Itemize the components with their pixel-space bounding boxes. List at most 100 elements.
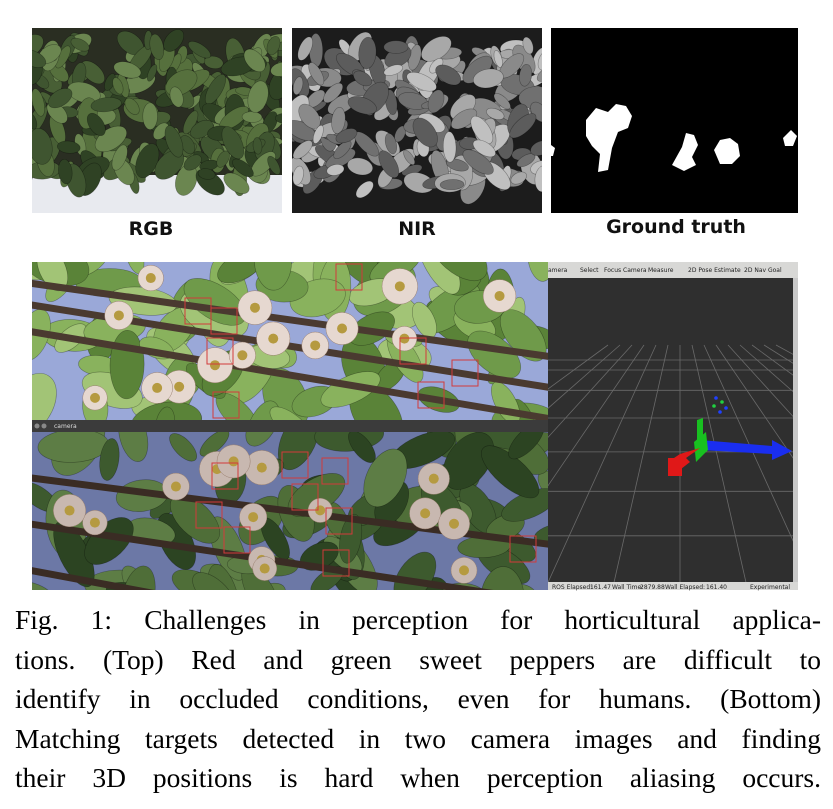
detection-box <box>212 391 240 419</box>
leaf <box>403 149 416 166</box>
leaf <box>192 572 235 590</box>
leaf <box>99 438 120 481</box>
leaf <box>439 179 465 191</box>
leaf <box>32 580 56 590</box>
flower-center <box>337 323 348 334</box>
leaf <box>508 432 545 460</box>
leaf <box>32 49 47 68</box>
detection-box <box>195 501 223 529</box>
grid-line <box>548 344 645 487</box>
leaf <box>267 155 281 175</box>
mask <box>714 138 740 164</box>
leaf <box>268 69 282 100</box>
leaf <box>149 33 165 60</box>
leaf <box>522 36 534 55</box>
toolbar-item: Measure <box>648 267 674 274</box>
window-button <box>34 423 40 429</box>
leaf <box>462 149 494 175</box>
point <box>724 406 728 410</box>
leaf <box>32 112 38 130</box>
leaf <box>335 128 358 144</box>
flower-center <box>113 310 124 321</box>
flower-center <box>228 456 239 467</box>
rgb-foliage <box>32 29 282 198</box>
leaf <box>164 125 184 158</box>
mask <box>551 145 555 156</box>
point <box>714 396 718 400</box>
leaf <box>247 80 269 113</box>
leaf <box>124 97 140 115</box>
caption-line: identify in occluded conditions, even fo… <box>15 683 821 714</box>
point <box>712 404 716 408</box>
leaf <box>245 432 279 447</box>
leaf <box>383 40 409 54</box>
rviz-scene <box>548 344 798 582</box>
leaf <box>326 164 345 176</box>
leaf <box>406 71 437 92</box>
leaf <box>32 128 53 165</box>
leaf <box>308 62 325 86</box>
branch <box>32 520 494 590</box>
leaf <box>292 140 313 160</box>
mask <box>586 104 632 172</box>
caption-line: tions. (Top) Red and green sweet peppers… <box>15 643 821 675</box>
flower-center <box>89 517 100 528</box>
toolbar-item: amera <box>548 267 568 274</box>
detection-box <box>509 535 537 563</box>
grid-line <box>548 344 633 438</box>
rviz-viewport <box>548 278 798 582</box>
leaf <box>536 66 542 82</box>
leaf <box>417 262 461 295</box>
leaf <box>347 96 377 115</box>
mask <box>672 133 698 171</box>
leaf <box>533 522 548 547</box>
leaf <box>292 76 304 96</box>
leaf <box>347 157 374 176</box>
leaf <box>187 40 211 59</box>
leaf <box>130 401 202 420</box>
leaf <box>355 180 374 199</box>
flower-center <box>494 290 505 301</box>
leaf <box>121 565 156 590</box>
leaf <box>312 124 324 144</box>
leaf <box>252 137 263 155</box>
detection-box <box>210 307 238 335</box>
leaf <box>32 88 45 117</box>
leaf <box>266 35 281 56</box>
leaf <box>183 154 202 171</box>
leaf <box>339 513 363 564</box>
leaf <box>435 64 462 86</box>
leaf <box>197 168 216 180</box>
detection-box <box>417 381 445 409</box>
branch <box>32 567 155 590</box>
flower-center <box>268 333 279 344</box>
flower-center <box>310 340 321 351</box>
scrollbar <box>793 278 798 582</box>
leaf <box>32 373 57 420</box>
flower-center <box>174 381 185 392</box>
mask <box>783 130 797 146</box>
leaf <box>353 70 373 87</box>
status-item: 161.47 <box>590 584 611 591</box>
leaf <box>223 172 250 194</box>
flower-center <box>152 382 163 393</box>
flower-center <box>394 281 405 292</box>
leaf <box>320 371 381 408</box>
leaf <box>47 88 73 109</box>
panel-label: Ground truth <box>606 216 746 238</box>
leaf <box>58 158 73 185</box>
detection-box <box>321 457 349 485</box>
grid-line <box>691 344 747 582</box>
leaf <box>199 432 230 457</box>
panel-label: NIR <box>398 218 436 240</box>
leaf <box>493 50 503 68</box>
grid-line <box>548 344 657 582</box>
branch <box>32 328 548 420</box>
leaf <box>274 113 282 124</box>
detection-box <box>211 462 239 490</box>
point <box>720 400 724 404</box>
status-item: 2879.88 <box>640 584 665 591</box>
leaf <box>450 108 478 130</box>
grid-line <box>715 344 798 466</box>
leaf <box>80 60 105 85</box>
